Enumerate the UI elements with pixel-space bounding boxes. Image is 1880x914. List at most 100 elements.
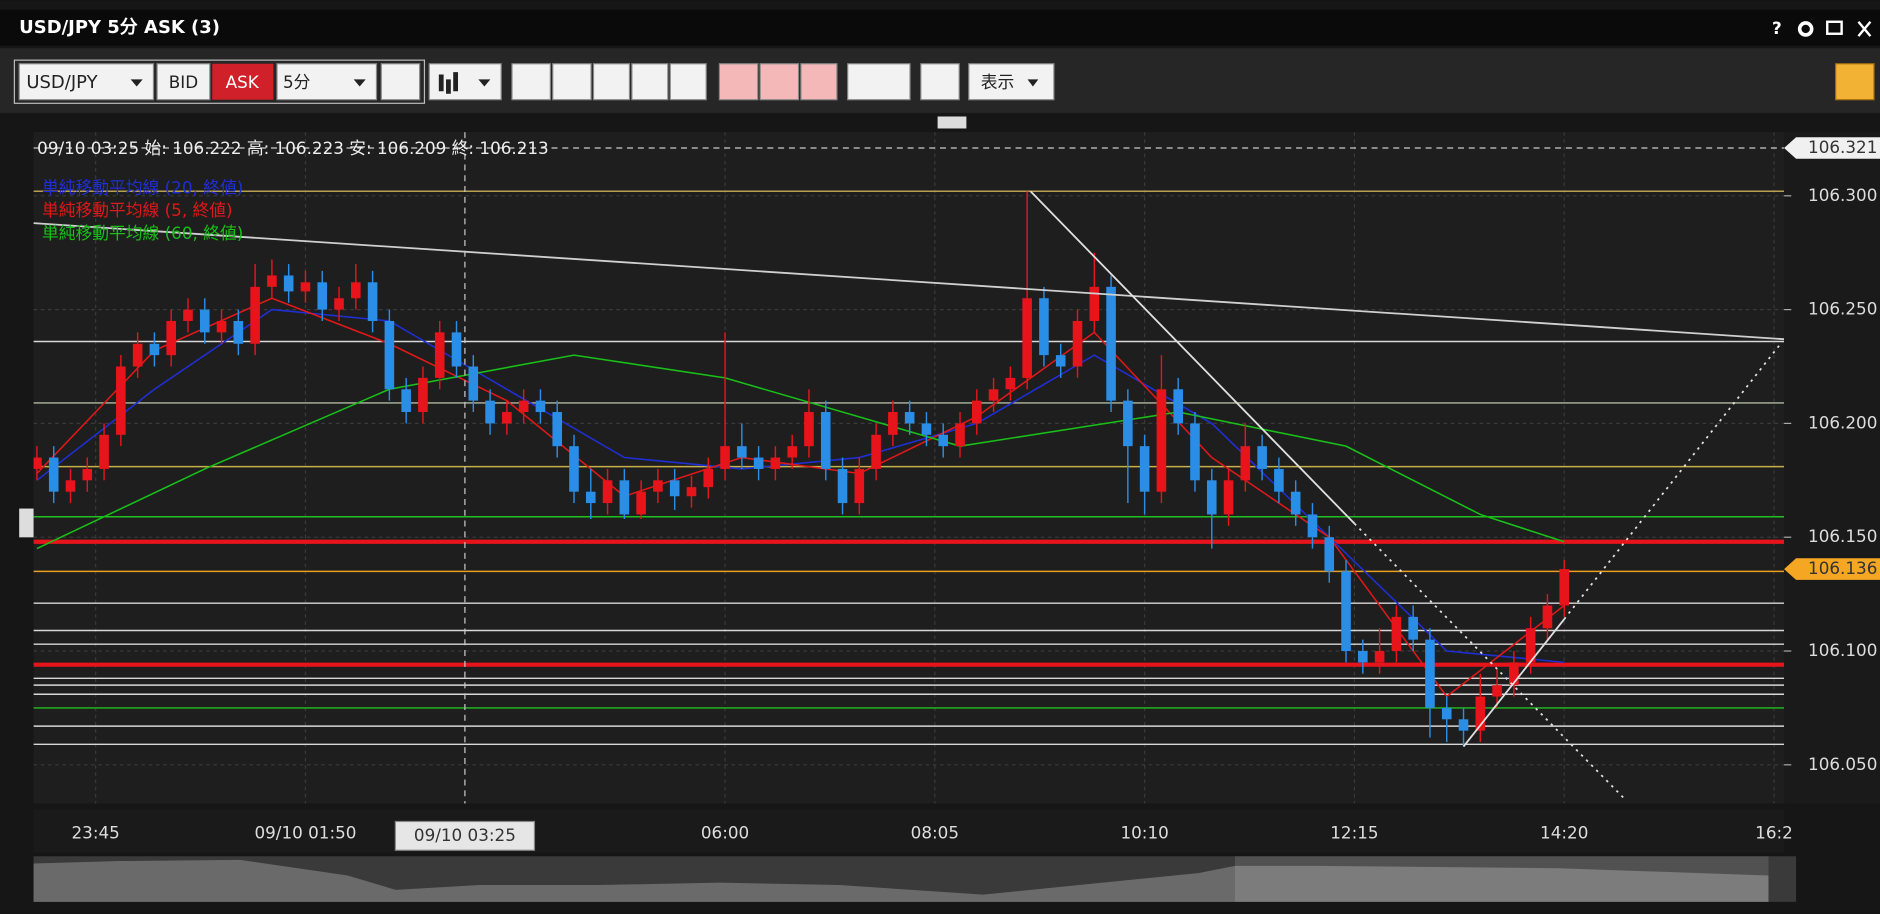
y-tick-label: 106.200 — [1808, 412, 1877, 432]
candle-body — [99, 434, 109, 469]
navigator-window[interactable] — [1234, 856, 1769, 902]
candle-icon — [438, 72, 459, 94]
navigator-area — [33, 859, 1769, 902]
x-tick-label: 14:20 — [1540, 822, 1588, 842]
candle-body — [451, 332, 462, 367]
candle-body — [1425, 639, 1435, 708]
candle-body — [1055, 355, 1066, 367]
candle-body — [116, 366, 126, 435]
x-tick-label: 16:2 — [1755, 822, 1793, 842]
symbol-select[interactable] — [18, 63, 155, 101]
x-tick-label: 06:00 — [701, 822, 749, 842]
candle-body — [250, 286, 260, 344]
crosshair-label-box — [394, 820, 536, 851]
candle-body — [1089, 286, 1100, 321]
candle-body — [1475, 696, 1486, 731]
legend-entry: 単純移動平均線 (5, 終値) — [42, 200, 233, 220]
candle-body — [1123, 400, 1133, 447]
draw-tool-button[interactable] — [759, 63, 800, 101]
candle-body — [1274, 468, 1284, 492]
overlay: 106.300 106.250 106.200 106.150 106.100 106.0… — [37, 137, 1880, 851]
candle-body — [904, 412, 915, 424]
candle-body — [1257, 446, 1267, 469]
zoom-in-button[interactable] — [511, 63, 551, 101]
price-label: 106.136 — [1808, 558, 1877, 578]
candle-body — [1223, 480, 1234, 515]
candle-body — [770, 457, 781, 469]
candle-body — [1206, 480, 1217, 515]
candle-body — [502, 412, 512, 424]
crosshair-toggle[interactable] — [1835, 63, 1875, 101]
view-button[interactable] — [968, 63, 1055, 101]
candle-body — [334, 298, 344, 310]
candle-body — [1374, 651, 1385, 663]
candle-body — [988, 389, 999, 401]
time-axis — [33, 809, 1785, 853]
candle-body — [468, 366, 479, 401]
legend-entry: 単純移動平均線 (60, 終値) — [42, 223, 243, 243]
candle-body — [149, 343, 160, 356]
candle-body — [837, 468, 848, 504]
zoom-out-button[interactable] — [552, 63, 592, 101]
candle-body — [485, 400, 495, 424]
candle-body — [686, 487, 697, 497]
x-tick-label: 08:05 — [911, 822, 959, 842]
indicator-button[interactable] — [920, 63, 960, 101]
candle-body — [921, 423, 932, 435]
price-label-box — [1784, 137, 1880, 159]
draw-tool-button[interactable] — [800, 63, 838, 101]
candle-body — [351, 282, 361, 299]
settings-button[interactable] — [1797, 21, 1814, 37]
price-label-box — [1784, 558, 1880, 580]
candle-body — [1341, 571, 1351, 652]
x-tick-label: 10:10 — [1120, 822, 1168, 842]
interval-text: 5分 — [283, 72, 311, 92]
candle-body — [1190, 423, 1200, 481]
latest-button[interactable] — [669, 63, 707, 101]
bid-text: BID — [169, 72, 198, 92]
fit-button[interactable] — [592, 63, 631, 101]
title-bar — [0, 9, 1880, 46]
expand-button[interactable] — [631, 63, 669, 101]
candle-body — [216, 320, 227, 333]
candle-body — [669, 480, 680, 497]
bid-button[interactable] — [156, 63, 211, 101]
candle-body — [1173, 389, 1183, 424]
side-handle[interactable] — [19, 508, 34, 538]
candle-body — [1358, 651, 1368, 663]
price-label: 106.321 — [1808, 137, 1877, 157]
candle-body — [1559, 569, 1570, 606]
candle-body — [418, 377, 428, 413]
candle-body — [938, 434, 949, 447]
candle-body — [1324, 537, 1335, 572]
candle-body — [283, 275, 294, 292]
x-tick-label: 12:15 — [1330, 822, 1378, 842]
link-button[interactable] — [380, 63, 421, 101]
draw-tool-button[interactable] — [718, 63, 759, 101]
candle-body — [1509, 662, 1519, 686]
window-title: USD/JPY 5分 ASK (3) — [19, 17, 220, 38]
candle-body — [1240, 446, 1251, 481]
dropdown-arrow — [130, 79, 143, 87]
dropdown-arrow — [478, 79, 491, 87]
collapse-handle[interactable] — [937, 116, 967, 129]
candle-body — [1525, 628, 1536, 663]
candle-body — [619, 480, 630, 515]
restore-button[interactable] — [1826, 20, 1843, 35]
pen-button[interactable] — [847, 63, 911, 101]
candle-body — [787, 446, 797, 458]
candle-body — [1039, 298, 1049, 356]
ask-button[interactable] — [212, 63, 274, 100]
candle-body — [888, 412, 898, 435]
candle-body — [703, 468, 714, 488]
candle-body — [367, 282, 378, 321]
candle-body — [1106, 286, 1116, 401]
candle-body — [1072, 320, 1083, 367]
close-button[interactable] — [1857, 21, 1872, 37]
ask-text: ASK — [226, 72, 260, 92]
candle-body — [1441, 707, 1452, 720]
candle-body — [1492, 685, 1502, 697]
legend-entry: 単純移動平均線 (20, 終値) — [42, 177, 243, 197]
help-button[interactable]: ? — [1772, 18, 1782, 38]
